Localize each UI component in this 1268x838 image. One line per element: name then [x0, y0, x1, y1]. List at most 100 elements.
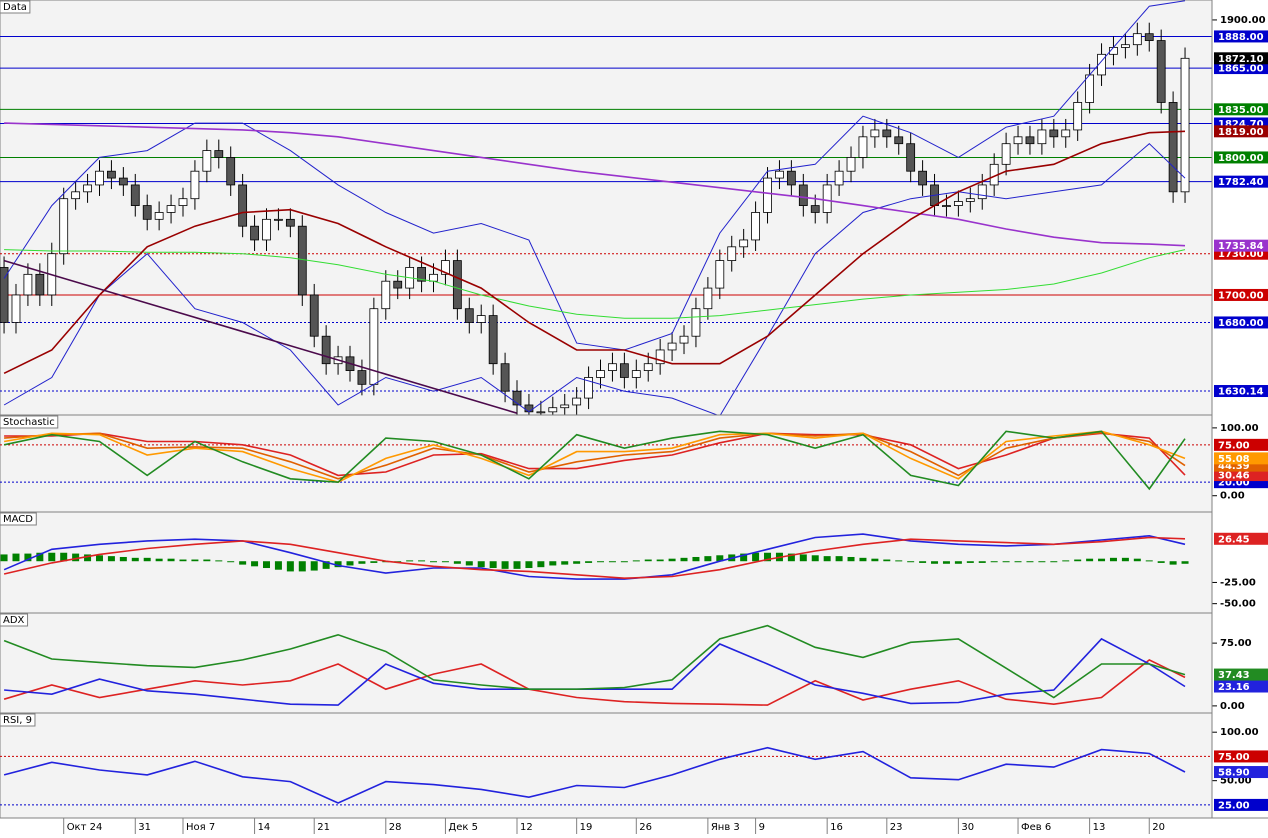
candle-body: [1097, 53, 1106, 76]
histogram-bar: [489, 561, 497, 569]
histogram-bar: [477, 561, 485, 568]
histogram-bar: [978, 561, 986, 563]
x-tick-label: 20: [1152, 822, 1165, 833]
histogram-bar: [1038, 561, 1046, 563]
indicator-line: [3, 430, 1186, 484]
value-label: 1680.00: [1218, 318, 1264, 329]
candle-body: [1156, 40, 1166, 103]
value-label: 1730.00: [1218, 249, 1264, 260]
histogram-bar: [680, 557, 688, 562]
indicator-line: [4, 249, 1186, 319]
value-box: [1214, 288, 1268, 301]
histogram-bar: [358, 561, 366, 564]
y-tick-label: 0.00: [1220, 491, 1245, 502]
candle-body: [1132, 33, 1142, 46]
histogram-bar: [262, 561, 270, 569]
histogram-bar: [513, 561, 521, 569]
panel-background: [0, 511, 1213, 614]
x-tick-label: 21: [317, 822, 330, 833]
panel-background: [0, 0, 1213, 416]
histogram-bar: [787, 553, 795, 562]
histogram-bar: [1026, 561, 1034, 563]
candle-body: [118, 177, 128, 186]
candle-body: [393, 280, 403, 289]
candle-body: [977, 184, 987, 200]
x-tick-label: 31: [138, 822, 151, 833]
histogram-bar: [871, 558, 879, 562]
candle-body: [953, 201, 963, 206]
candle-body: [214, 150, 224, 158]
histogram-bar: [692, 556, 700, 562]
histogram-bar: [632, 560, 640, 562]
candle-body: [834, 170, 844, 186]
y-tick-label: 100.00: [1220, 727, 1259, 738]
candle-body: [1001, 143, 1011, 165]
candle-body: [560, 404, 570, 409]
candle-body: [11, 294, 21, 323]
value-box: [1214, 103, 1268, 116]
histogram-bar: [895, 560, 903, 562]
candle-body: [643, 363, 653, 371]
histogram-bar: [465, 561, 473, 566]
histogram-bar: [1014, 561, 1022, 563]
histogram-bar: [859, 557, 867, 562]
candle-body: [608, 363, 617, 371]
panel: [0, 746, 1212, 806]
panel-title: RSI, 9: [3, 715, 32, 726]
value-label: 1700.00: [1218, 290, 1264, 301]
candle-body: [190, 170, 200, 200]
candle-body: [751, 212, 760, 241]
histogram-bar: [441, 561, 449, 563]
candle-body: [918, 170, 927, 186]
value-label: 1735.84: [1218, 241, 1264, 252]
value-box: [1214, 680, 1268, 693]
indicator-line: [3, 536, 1186, 580]
candle-body: [1013, 136, 1023, 145]
x-tick-label: Фев 6: [1021, 822, 1051, 833]
histogram-bar: [1133, 558, 1141, 562]
histogram-bar: [1002, 561, 1010, 563]
panel-background: [0, 712, 1213, 819]
indicator-line: [3, 130, 1186, 375]
candle-body: [130, 184, 140, 206]
value-label: 30.46: [1218, 471, 1250, 482]
candle-body: [882, 129, 892, 138]
value-box: [1214, 452, 1268, 465]
candle-body: [476, 315, 486, 323]
histogram-bar: [656, 559, 664, 562]
histogram-bar: [227, 561, 235, 563]
panel: [0, 533, 1189, 580]
candle-body: [727, 246, 737, 261]
panel-background: [0, 612, 1213, 714]
indicator-line: [4, 432, 1186, 477]
histogram-bar: [1109, 557, 1117, 562]
histogram-bar: [1157, 561, 1165, 563]
panel-title-box: [0, 613, 29, 627]
panel-title-box: [0, 512, 37, 526]
candle-body: [572, 397, 582, 406]
candle-body: [429, 273, 438, 282]
value-label: 1782.40: [1218, 177, 1264, 188]
panel-title: Data: [3, 2, 27, 13]
histogram-bar: [1098, 558, 1106, 562]
histogram-bar: [95, 555, 103, 562]
histogram-bar: [537, 561, 545, 568]
histogram-bar: [1121, 557, 1129, 562]
histogram-bar: [239, 561, 247, 565]
panel-title-box: [0, 415, 59, 429]
histogram-bar: [990, 561, 998, 563]
histogram-bar: [549, 561, 557, 566]
histogram-bar: [1145, 560, 1153, 562]
candle-body: [1085, 74, 1095, 103]
histogram-bar: [191, 559, 199, 562]
histogram-bar: [907, 561, 915, 563]
panel: [0, 430, 1212, 491]
x-tick-label: Янв 3: [711, 822, 740, 833]
histogram-bar: [322, 561, 330, 569]
histogram-bar: [823, 556, 831, 562]
value-label: 25.00: [1218, 800, 1250, 811]
value-box: [1214, 532, 1268, 545]
y-tick-label: -25.00: [1220, 577, 1256, 588]
indicator-line: [3, 624, 1186, 699]
histogram-bar: [620, 561, 628, 563]
